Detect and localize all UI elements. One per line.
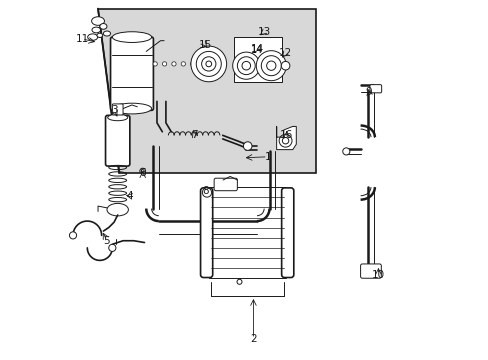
Ellipse shape <box>92 27 101 33</box>
Ellipse shape <box>87 34 98 40</box>
FancyBboxPatch shape <box>110 37 153 111</box>
Circle shape <box>342 148 349 155</box>
Circle shape <box>171 62 176 66</box>
Circle shape <box>153 62 157 66</box>
Text: 14: 14 <box>250 45 263 55</box>
Circle shape <box>261 56 281 76</box>
Circle shape <box>242 62 250 70</box>
Circle shape <box>140 168 145 174</box>
Ellipse shape <box>103 31 110 36</box>
Text: 11: 11 <box>75 34 88 44</box>
Circle shape <box>181 62 185 66</box>
Circle shape <box>205 61 211 67</box>
FancyBboxPatch shape <box>369 85 381 93</box>
Text: 3: 3 <box>111 105 117 115</box>
Circle shape <box>232 52 259 79</box>
Text: 9: 9 <box>365 87 371 98</box>
FancyBboxPatch shape <box>360 264 381 278</box>
Circle shape <box>202 188 211 197</box>
Circle shape <box>243 142 251 150</box>
FancyBboxPatch shape <box>200 188 212 278</box>
Circle shape <box>237 279 242 284</box>
Circle shape <box>190 46 226 82</box>
Circle shape <box>266 61 275 70</box>
Circle shape <box>190 62 194 66</box>
Polygon shape <box>276 126 296 150</box>
Ellipse shape <box>91 17 104 25</box>
Circle shape <box>69 232 77 239</box>
FancyBboxPatch shape <box>105 115 130 166</box>
Circle shape <box>256 51 285 81</box>
Text: 4: 4 <box>126 191 133 201</box>
Circle shape <box>141 170 144 172</box>
Bar <box>233 37 282 82</box>
Ellipse shape <box>97 33 102 37</box>
Circle shape <box>237 57 255 75</box>
Text: 2: 2 <box>249 334 256 344</box>
Text: 12: 12 <box>278 48 292 58</box>
Ellipse shape <box>100 23 107 29</box>
Text: 6: 6 <box>139 168 146 178</box>
Circle shape <box>281 62 289 70</box>
Text: 10: 10 <box>371 270 384 280</box>
Text: 16: 16 <box>280 130 293 140</box>
FancyBboxPatch shape <box>214 178 237 191</box>
Text: 15: 15 <box>198 40 211 50</box>
Ellipse shape <box>107 114 127 121</box>
FancyBboxPatch shape <box>281 188 293 278</box>
Ellipse shape <box>112 103 151 114</box>
Circle shape <box>196 51 221 76</box>
Circle shape <box>162 62 166 66</box>
Circle shape <box>108 244 116 251</box>
Text: 7: 7 <box>191 130 198 140</box>
Polygon shape <box>98 9 315 173</box>
Text: 1: 1 <box>264 152 270 162</box>
Circle shape <box>201 57 216 71</box>
Text: 13: 13 <box>257 27 270 37</box>
Text: 8: 8 <box>202 186 209 196</box>
FancyBboxPatch shape <box>112 104 123 115</box>
Text: 14: 14 <box>250 44 263 54</box>
Ellipse shape <box>112 32 151 42</box>
Text: 5: 5 <box>103 236 110 246</box>
